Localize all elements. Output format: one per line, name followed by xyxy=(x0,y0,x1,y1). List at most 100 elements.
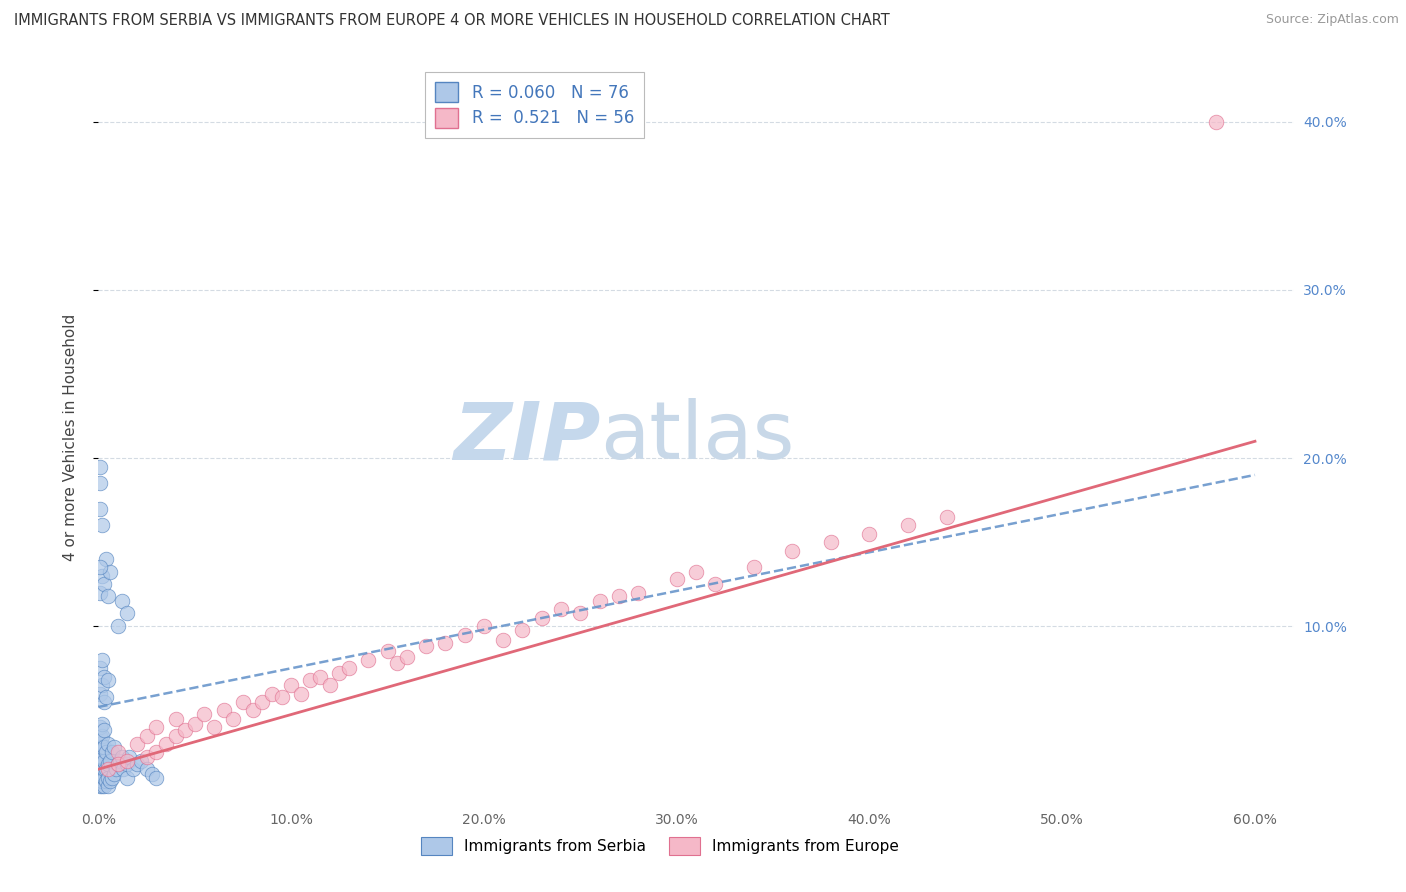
Point xyxy=(222,712,245,726)
Point xyxy=(112,762,135,776)
Point xyxy=(135,750,157,764)
Point xyxy=(89,745,111,759)
Point xyxy=(94,773,117,788)
Point xyxy=(94,690,117,704)
Point xyxy=(897,518,920,533)
Point xyxy=(101,771,124,785)
Point xyxy=(155,737,177,751)
Point xyxy=(202,720,225,734)
Text: IMMIGRANTS FROM SERBIA VS IMMIGRANTS FROM EUROPE 4 OR MORE VEHICLES IN HOUSEHOLD: IMMIGRANTS FROM SERBIA VS IMMIGRANTS FRO… xyxy=(14,13,890,29)
Point xyxy=(260,686,283,700)
Point xyxy=(89,560,111,574)
Point xyxy=(117,606,139,620)
Point xyxy=(742,560,765,574)
Point xyxy=(129,754,152,768)
Point xyxy=(704,577,727,591)
Point xyxy=(290,686,312,700)
Point xyxy=(89,754,111,768)
Legend: Immigrants from Serbia, Immigrants from Europe: Immigrants from Serbia, Immigrants from … xyxy=(415,831,905,861)
Point xyxy=(122,762,145,776)
Point xyxy=(91,716,114,731)
Point xyxy=(97,771,120,785)
Point xyxy=(93,695,115,709)
Point xyxy=(93,577,115,591)
Point xyxy=(94,552,117,566)
Point xyxy=(232,695,254,709)
Point xyxy=(93,779,115,793)
Point xyxy=(299,673,322,687)
Point xyxy=(97,737,120,751)
Y-axis label: 4 or more Vehicles in Household: 4 or more Vehicles in Household xyxy=(63,313,77,561)
Point xyxy=(252,695,274,709)
Point xyxy=(89,773,111,788)
Point xyxy=(145,720,167,734)
Point xyxy=(627,585,650,599)
Text: Source: ZipAtlas.com: Source: ZipAtlas.com xyxy=(1265,13,1399,27)
Point xyxy=(107,745,129,759)
Point xyxy=(110,594,132,608)
Point xyxy=(93,740,115,755)
Point xyxy=(782,543,804,558)
Point xyxy=(135,762,157,776)
Point xyxy=(103,740,125,755)
Point xyxy=(89,729,111,743)
Point xyxy=(135,729,157,743)
Point xyxy=(453,627,475,641)
Point xyxy=(91,750,114,764)
Point xyxy=(395,649,418,664)
Point xyxy=(858,526,880,541)
Point xyxy=(117,754,139,768)
Point xyxy=(98,773,121,788)
Point xyxy=(588,594,610,608)
Point xyxy=(512,623,534,637)
Point xyxy=(89,740,111,755)
Point xyxy=(145,745,167,759)
Point xyxy=(89,661,111,675)
Point xyxy=(377,644,399,658)
Point xyxy=(107,619,129,633)
Point xyxy=(145,771,167,785)
Point xyxy=(107,757,129,772)
Point xyxy=(97,673,120,687)
Point xyxy=(117,771,139,785)
Point xyxy=(89,476,111,491)
Point xyxy=(280,678,302,692)
Point xyxy=(91,729,114,743)
Point xyxy=(98,566,121,580)
Point xyxy=(89,750,111,764)
Point xyxy=(125,757,148,772)
Point xyxy=(97,589,120,603)
Point xyxy=(94,762,117,776)
Point xyxy=(607,589,630,603)
Point xyxy=(89,767,111,781)
Point xyxy=(385,657,409,671)
Point xyxy=(174,723,197,738)
Point xyxy=(309,670,332,684)
Point xyxy=(337,661,360,675)
Point xyxy=(415,640,437,654)
Point xyxy=(212,703,235,717)
Point xyxy=(89,762,111,776)
Point xyxy=(91,653,114,667)
Point xyxy=(89,459,111,474)
Point xyxy=(685,566,707,580)
Point xyxy=(93,762,115,776)
Point xyxy=(93,723,115,738)
Text: atlas: atlas xyxy=(600,398,794,476)
Point xyxy=(91,773,114,788)
Point xyxy=(93,771,115,785)
Point xyxy=(125,737,148,751)
Point xyxy=(193,706,215,721)
Point xyxy=(97,757,120,772)
Point xyxy=(492,632,515,647)
Point xyxy=(91,740,114,755)
Point xyxy=(107,757,129,772)
Point xyxy=(89,779,111,793)
Point xyxy=(91,757,114,772)
Point xyxy=(94,745,117,759)
Point xyxy=(91,569,114,583)
Point xyxy=(89,737,111,751)
Point xyxy=(93,754,115,768)
Point xyxy=(550,602,572,616)
Point xyxy=(935,510,957,524)
